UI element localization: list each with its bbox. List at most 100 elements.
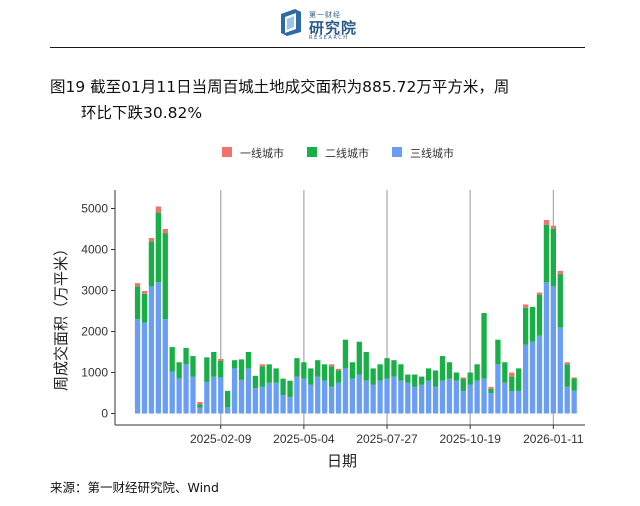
bar-segment (398, 380, 404, 414)
land-transaction-chart: 一线城市 二线城市 三线城市 0 1000 2000 3000 4000 5000 2025-0… (52, 146, 585, 470)
bar-segment (197, 402, 203, 405)
bar-segment (467, 384, 473, 414)
bar-segment (522, 304, 529, 308)
bar-segment (550, 229, 556, 287)
bar-segment (446, 378, 453, 414)
bar-segment (280, 378, 286, 396)
bar-segment (536, 292, 543, 295)
bar-segment (363, 380, 369, 414)
bar-segment (231, 360, 238, 369)
bar-segment (419, 384, 425, 414)
bar-segment (488, 393, 494, 414)
x-axis-title: 日期 (327, 452, 357, 470)
legend-swatch (307, 147, 317, 157)
chart-bars (134, 206, 577, 414)
bar-segment (460, 377, 466, 379)
bar-segment (301, 362, 307, 379)
bar-segment (315, 360, 321, 377)
bar-segment (301, 378, 307, 414)
bar-segment (439, 380, 446, 414)
x-tick-label: 2025-10-19 (439, 432, 501, 446)
bar-segment (259, 366, 265, 387)
x-tick-label: 2025-02-09 (190, 432, 252, 446)
logo-brand-text: 第一财经 (309, 11, 341, 19)
bar-segment (391, 376, 397, 414)
bar-segment (162, 233, 168, 320)
bar-segment (557, 327, 563, 414)
legend-swatch (222, 147, 232, 157)
y-tick-label: 1000 (81, 366, 108, 380)
bar-segment (342, 339, 349, 369)
bar-segment (460, 378, 466, 391)
y-tick-label: 0 (101, 407, 108, 421)
bar-segment (412, 386, 418, 414)
bar-segment (543, 219, 550, 225)
bar-segment (529, 341, 536, 414)
bar-segment (405, 374, 411, 383)
bar-segment (543, 224, 550, 283)
caption-line-2: 环比下跌30.82% (81, 104, 203, 122)
bar-segment (495, 364, 501, 414)
legend-label: 二线城市 (325, 146, 369, 160)
bar-segment (495, 339, 501, 365)
bar-segment (155, 212, 161, 283)
bar-segment (502, 362, 508, 383)
bar-segment (231, 368, 238, 414)
bar-segment (335, 368, 342, 371)
bar-segment (363, 352, 369, 381)
bar-segment (509, 376, 515, 391)
bar-segment (509, 390, 515, 414)
bar-segment (197, 404, 203, 408)
y-axis-title: 周成交面积（万平米） (52, 241, 70, 391)
bar-segment (571, 377, 577, 379)
bar-segment (148, 286, 155, 414)
bar-segment (564, 362, 570, 365)
bar-segment (183, 364, 189, 414)
bar-segment (571, 378, 577, 391)
bar-segment (169, 371, 175, 414)
logo: 第一财经 研究院 RESEARCH (277, 6, 367, 41)
bar-segment (322, 380, 328, 414)
bar-segment (557, 274, 563, 328)
bar-segment (176, 378, 182, 414)
bar-segment (419, 376, 425, 385)
bar-segment (141, 322, 148, 414)
bar-segment (148, 241, 155, 287)
bar-segment (162, 319, 168, 414)
bar-segment (259, 386, 265, 414)
bar-segment (141, 293, 148, 323)
bar-segment (453, 380, 459, 414)
bar-segment (522, 307, 529, 345)
logo-mark-icon (281, 9, 301, 36)
bar-segment (218, 361, 224, 378)
bar-segment (183, 347, 189, 365)
logo-title-text: 研究院 (309, 19, 358, 37)
bar-segment (398, 364, 404, 381)
bar-segment (425, 368, 432, 381)
bar-segment (460, 390, 466, 414)
bar-segment (488, 388, 494, 393)
bar-segment (280, 395, 286, 414)
bar-segment (356, 341, 362, 375)
bar-segment (308, 384, 314, 414)
source-note: 来源：第一财经研究院、Wind (50, 480, 219, 495)
bar-segment (536, 294, 543, 336)
bar-segment (245, 352, 252, 369)
bar-segment (405, 382, 411, 414)
bar-segment (557, 270, 563, 275)
bar-segment (259, 364, 265, 367)
bar-segment (328, 364, 335, 367)
bar-segment (273, 368, 279, 383)
bar-segment (204, 357, 210, 382)
bar-segment (224, 390, 231, 408)
bar-segment (516, 368, 522, 391)
figure-caption: 图19 截至01月11日当周百城土地成交面积为885.72万平方米，周 环比下跌… (50, 74, 590, 126)
bar-segment (488, 386, 494, 389)
bar-segment (218, 377, 224, 414)
bar-segment (516, 390, 522, 414)
bar-segment (134, 283, 141, 287)
bar-segment (190, 356, 196, 377)
y-tick-label: 3000 (81, 284, 108, 298)
bar-segment (509, 372, 515, 377)
bar-segment (328, 366, 335, 387)
